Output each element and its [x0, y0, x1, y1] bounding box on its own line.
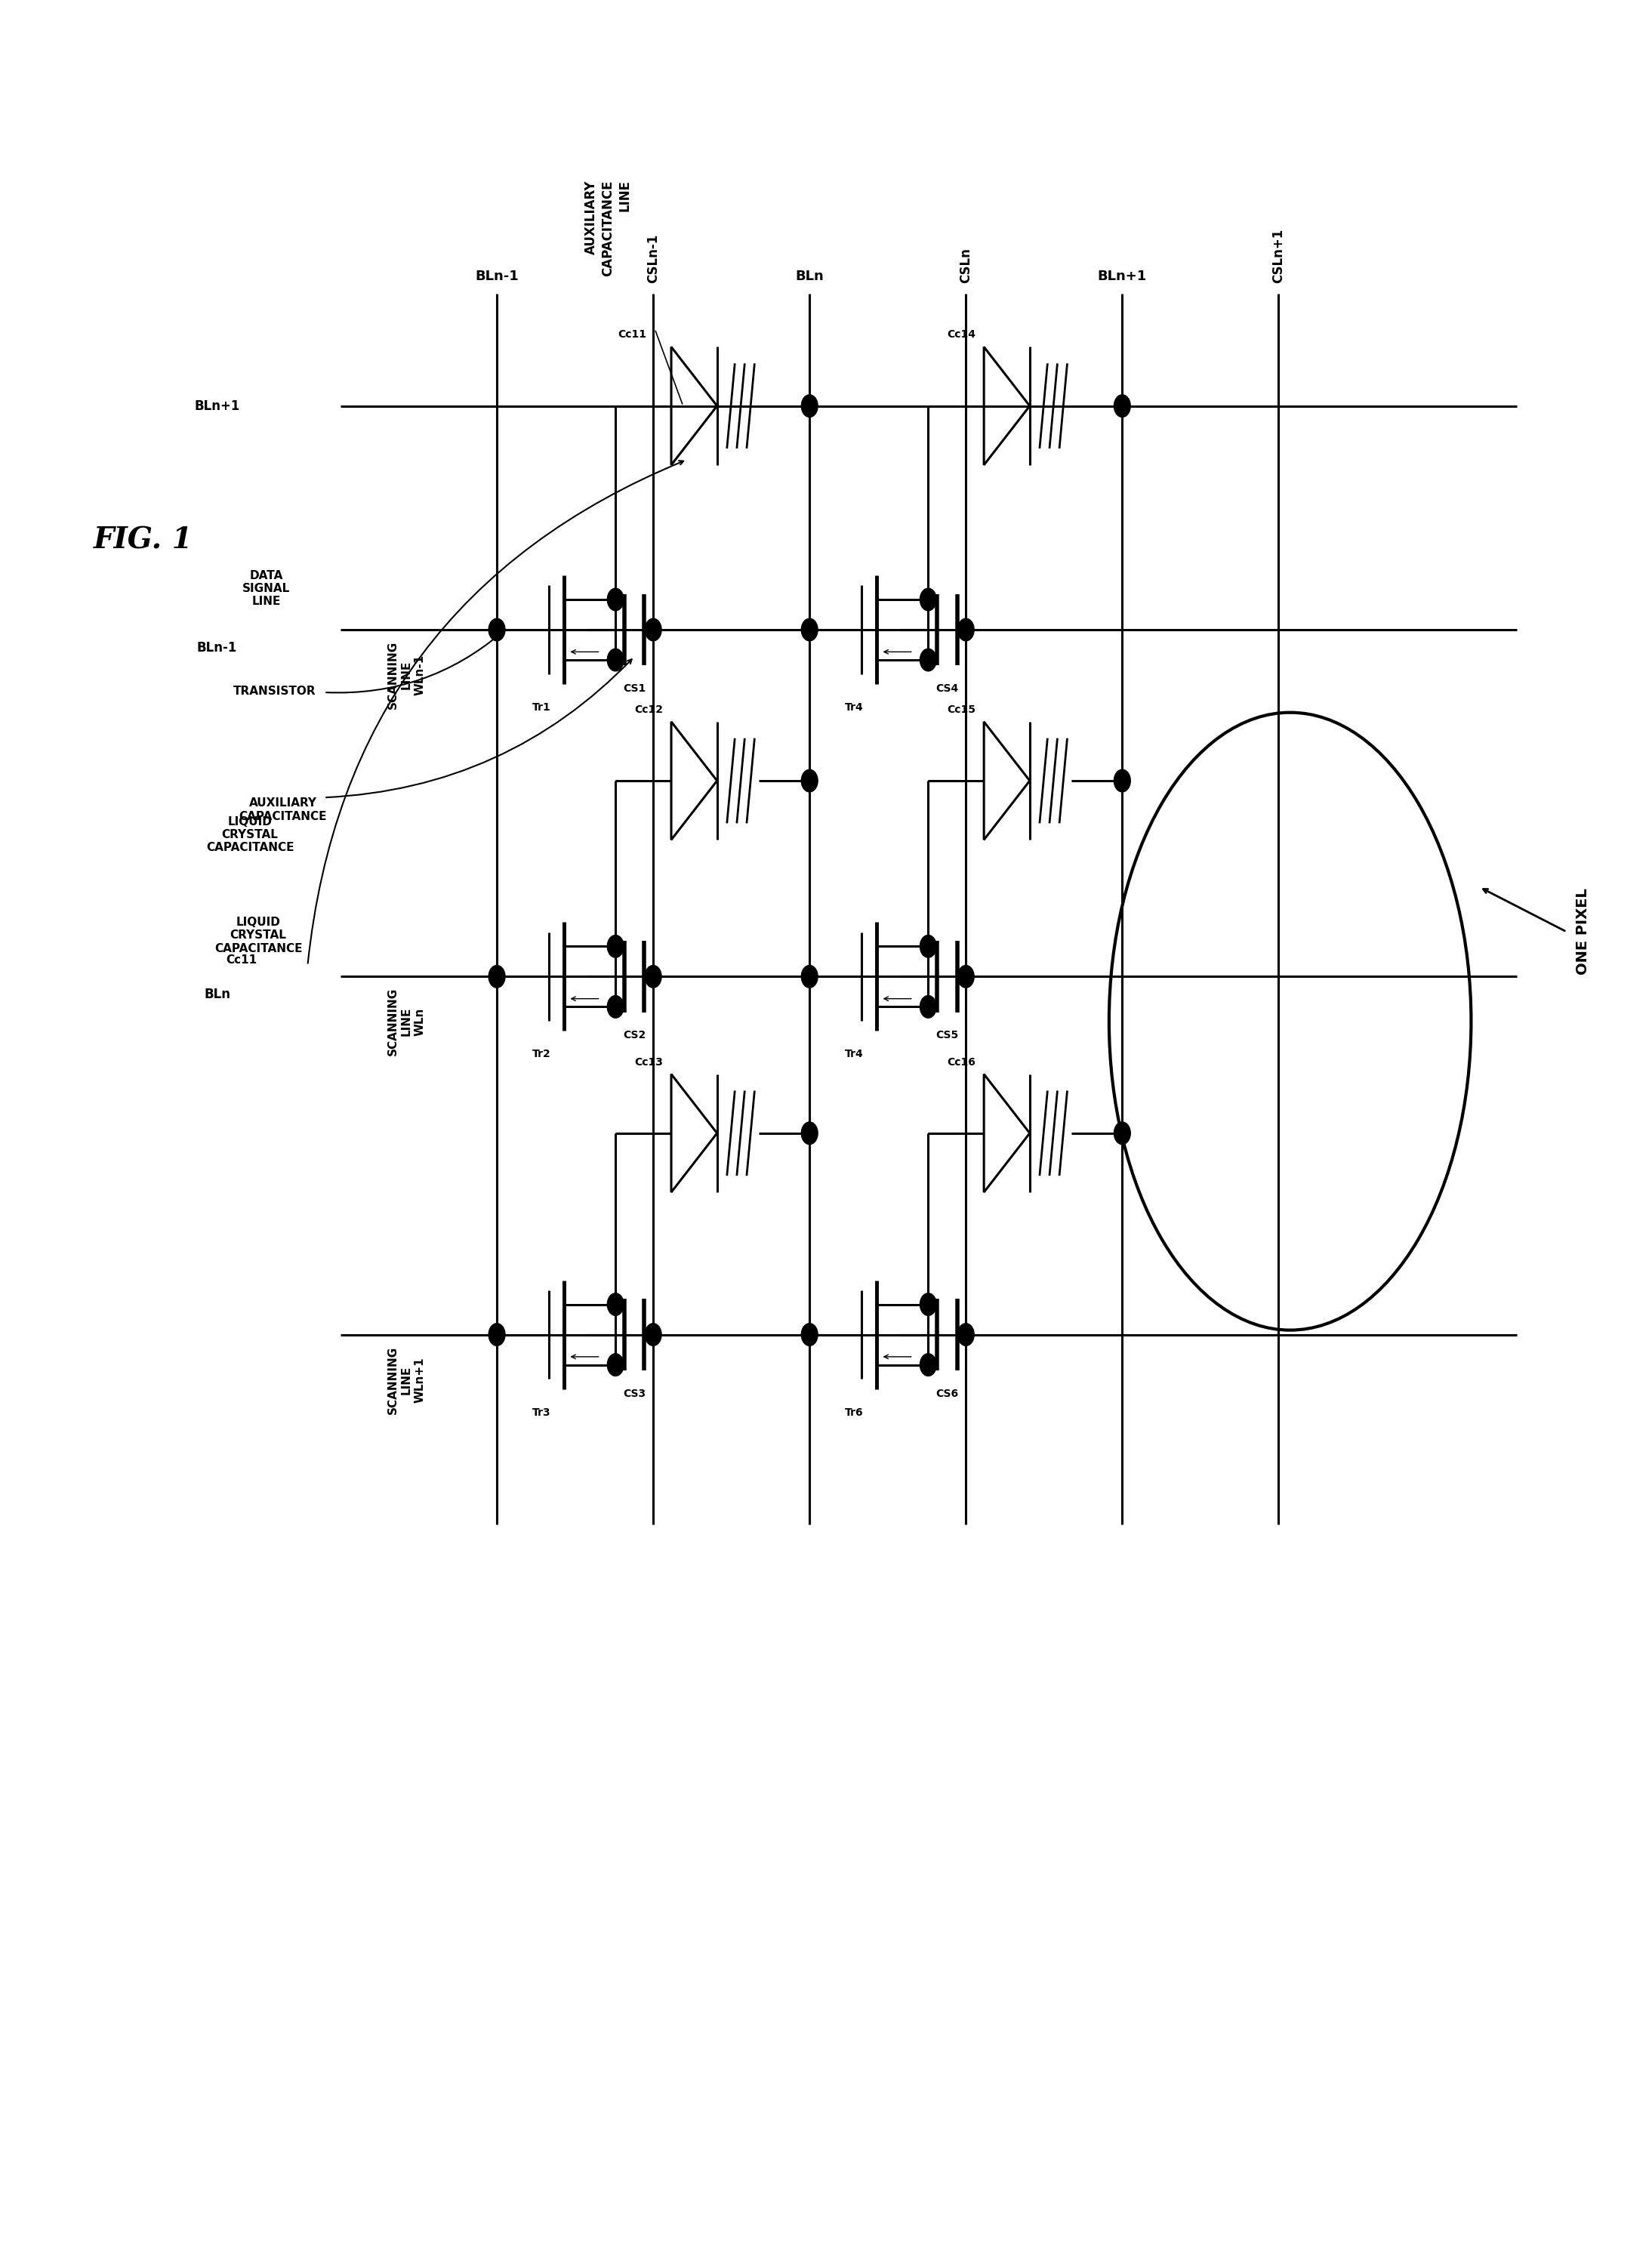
Text: Cc14: Cc14: [947, 330, 976, 341]
Text: Tr6: Tr6: [844, 1407, 864, 1418]
Circle shape: [489, 965, 506, 987]
Circle shape: [608, 588, 624, 610]
Text: BLn+1: BLn+1: [1097, 269, 1146, 283]
Circle shape: [920, 996, 937, 1019]
Text: CS5: CS5: [935, 1030, 958, 1041]
Text: CS3: CS3: [623, 1389, 646, 1398]
Circle shape: [608, 996, 624, 1019]
Text: CS2: CS2: [623, 1030, 646, 1041]
Text: CSLn+1: CSLn+1: [1272, 229, 1285, 283]
Circle shape: [801, 395, 818, 417]
Circle shape: [489, 619, 506, 642]
Circle shape: [801, 1122, 818, 1144]
Text: Tr1: Tr1: [532, 702, 550, 714]
Text: Tr3: Tr3: [532, 1407, 550, 1418]
Text: Cc15: Cc15: [947, 705, 976, 716]
Text: Tr4: Tr4: [844, 1048, 864, 1059]
Circle shape: [608, 1353, 624, 1376]
Text: CS4: CS4: [935, 684, 958, 693]
Text: FIG. 1: FIG. 1: [94, 525, 193, 554]
Text: AUXILIARY
CAPACITANCE
LINE: AUXILIARY CAPACITANCE LINE: [585, 180, 631, 276]
Circle shape: [958, 965, 975, 987]
Circle shape: [920, 936, 937, 958]
Circle shape: [644, 965, 661, 987]
Text: ONE PIXEL: ONE PIXEL: [1576, 889, 1591, 976]
Text: SCANNING
LINE
WLn+1: SCANNING LINE WLn+1: [388, 1346, 425, 1414]
Circle shape: [920, 1293, 937, 1315]
Text: BLn-1: BLn-1: [197, 642, 238, 655]
Text: SCANNING
LINE
WLn-1: SCANNING LINE WLn-1: [388, 642, 425, 709]
Text: CS1: CS1: [623, 684, 646, 693]
Circle shape: [1113, 1122, 1130, 1144]
Circle shape: [920, 588, 937, 610]
Circle shape: [920, 649, 937, 671]
Circle shape: [801, 965, 818, 987]
Text: CSLn: CSLn: [960, 247, 973, 283]
Circle shape: [489, 1324, 506, 1346]
Text: BLn: BLn: [203, 987, 230, 1001]
Circle shape: [801, 1324, 818, 1346]
Text: SCANNING
LINE
WLn: SCANNING LINE WLn: [388, 987, 425, 1057]
Text: Cc12: Cc12: [634, 705, 662, 716]
Circle shape: [1113, 770, 1130, 792]
Text: Tr2: Tr2: [532, 1048, 550, 1059]
Text: Cc11: Cc11: [226, 954, 258, 965]
Circle shape: [958, 619, 975, 642]
Text: DATA
SIGNAL
LINE: DATA SIGNAL LINE: [243, 570, 291, 608]
Text: TRANSISTOR: TRANSISTOR: [233, 687, 316, 698]
Text: AUXILIARY
CAPACITANCE: AUXILIARY CAPACITANCE: [240, 797, 327, 821]
Text: LIQUID
CRYSTAL
CAPACITANCE: LIQUID CRYSTAL CAPACITANCE: [215, 916, 302, 954]
Circle shape: [644, 619, 661, 642]
Circle shape: [608, 649, 624, 671]
Text: Tr4: Tr4: [844, 702, 864, 714]
Circle shape: [801, 619, 818, 642]
Text: Cc11: Cc11: [618, 330, 646, 341]
Text: BLn+1: BLn+1: [195, 399, 240, 413]
Circle shape: [958, 1324, 975, 1346]
Circle shape: [801, 770, 818, 792]
Text: CS6: CS6: [935, 1389, 958, 1398]
Circle shape: [608, 1293, 624, 1315]
Circle shape: [1113, 395, 1130, 417]
Text: BLn-1: BLn-1: [476, 269, 519, 283]
Text: BLn: BLn: [795, 269, 824, 283]
Text: Cc13: Cc13: [634, 1057, 662, 1068]
Text: Cc16: Cc16: [947, 1057, 976, 1068]
Circle shape: [608, 936, 624, 958]
Circle shape: [644, 1324, 661, 1346]
Text: CSLn-1: CSLn-1: [646, 233, 661, 283]
Circle shape: [920, 1353, 937, 1376]
Text: LIQUID
CRYSTAL
CAPACITANCE: LIQUID CRYSTAL CAPACITANCE: [206, 817, 294, 853]
